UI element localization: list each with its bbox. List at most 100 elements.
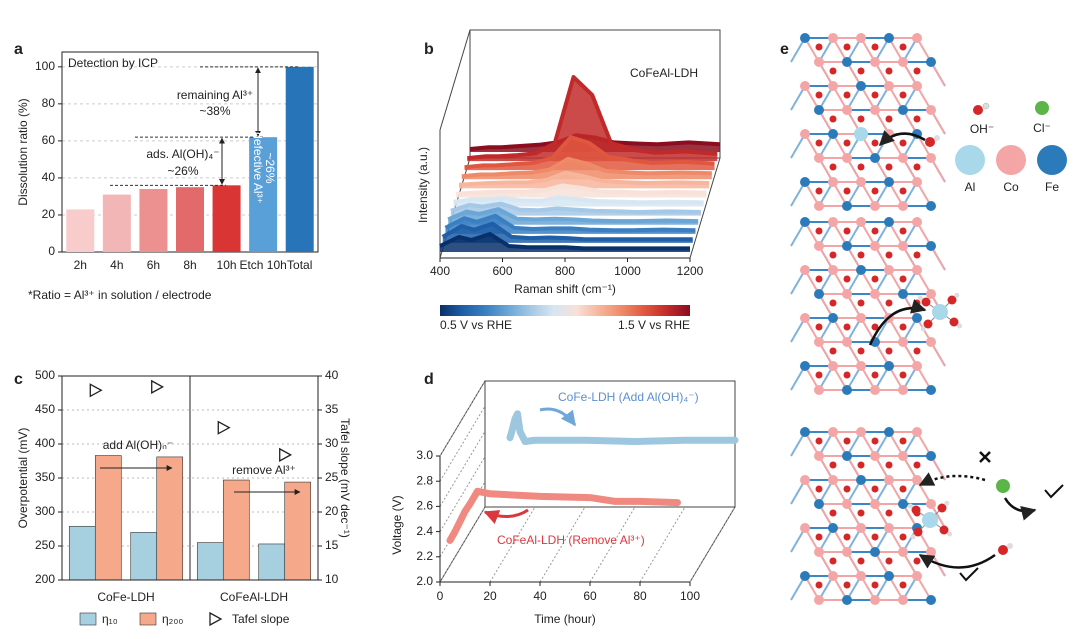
legend-label: Co bbox=[1003, 180, 1019, 194]
y-tick-label: 450 bbox=[35, 402, 55, 416]
y-tick-label: 400 bbox=[35, 436, 55, 450]
h-atom bbox=[910, 534, 916, 540]
x-tick-label: 600 bbox=[492, 264, 512, 278]
voltage-line bbox=[506, 410, 739, 445]
legend-swatch bbox=[139, 612, 157, 626]
legend-oh bbox=[973, 105, 983, 115]
panel-label: e bbox=[780, 41, 789, 58]
oxygen-atom bbox=[857, 461, 865, 469]
metal-atom bbox=[912, 217, 922, 227]
oxygen-atom bbox=[885, 251, 893, 259]
metal-atom bbox=[828, 313, 838, 323]
footnote: *Ratio = Al³⁺ in solution / electrode bbox=[28, 288, 212, 302]
oxygen-atom bbox=[885, 163, 893, 171]
metal-atom bbox=[842, 289, 852, 299]
annotation: ads. Al(OH)₄⁻ bbox=[146, 147, 219, 161]
oxygen-atom bbox=[885, 115, 893, 123]
x-tick-label: 60 bbox=[583, 589, 597, 603]
metal-atom bbox=[898, 385, 908, 395]
oxygen-atom bbox=[871, 533, 879, 541]
y-tick-label: 40 bbox=[42, 170, 56, 184]
oxygen-atom bbox=[815, 485, 823, 493]
grid-line bbox=[539, 506, 586, 583]
metal-atom bbox=[884, 427, 894, 437]
metal-atom bbox=[842, 105, 852, 115]
spectrum-fill bbox=[467, 77, 718, 162]
bar bbox=[258, 543, 286, 581]
y2-tick-label: 20 bbox=[325, 504, 339, 518]
oxygen-atom bbox=[843, 227, 851, 235]
metal-atom bbox=[898, 451, 908, 461]
oxygen-atom bbox=[885, 67, 893, 75]
metal-atom bbox=[800, 217, 810, 227]
x-tick-label: 400 bbox=[430, 264, 450, 278]
oxygen-atom bbox=[815, 323, 823, 331]
legend-h bbox=[982, 102, 990, 110]
x-tick-label: 80 bbox=[633, 589, 647, 603]
plot-frame bbox=[61, 375, 319, 581]
legend-label: Cl⁻ bbox=[1033, 121, 1051, 135]
check bbox=[1044, 484, 1064, 499]
oxygen-atom bbox=[899, 43, 907, 51]
oxygen-atom bbox=[815, 227, 823, 235]
spectrum-fill bbox=[440, 234, 690, 252]
metal-atom bbox=[884, 33, 894, 43]
oxygen-atom bbox=[871, 581, 879, 589]
metal-atom bbox=[898, 337, 908, 347]
legend-marker bbox=[209, 611, 223, 627]
colorbar-label: 0.5 V vs RHE bbox=[440, 318, 512, 332]
grid-line bbox=[439, 405, 486, 482]
y-tick-label: 2.8 bbox=[416, 473, 433, 487]
h-atom bbox=[907, 503, 913, 509]
oxygen-atom bbox=[857, 163, 865, 171]
metal-atom bbox=[814, 289, 824, 299]
metal-atom bbox=[884, 361, 894, 371]
x-axis-label: Time (hour) bbox=[534, 612, 596, 626]
oxygen-atom bbox=[815, 139, 823, 147]
oxygen-atom bbox=[815, 581, 823, 589]
y-tick-label: 350 bbox=[35, 470, 55, 484]
y-tick-label: 0 bbox=[48, 244, 55, 258]
metal-atom bbox=[912, 475, 922, 485]
h-atom bbox=[1007, 543, 1013, 549]
panel-label: c bbox=[14, 371, 23, 388]
metal-atom bbox=[884, 265, 894, 275]
oxygen-atom bbox=[899, 227, 907, 235]
h-atom bbox=[947, 531, 953, 537]
metal-atom bbox=[912, 571, 922, 581]
bar bbox=[284, 481, 312, 581]
series-label: CoFeAl-LDH (Remove Al³⁺) bbox=[497, 533, 645, 547]
metal-atom bbox=[856, 571, 866, 581]
y2-tick-label: 15 bbox=[325, 538, 339, 552]
oxygen-atom bbox=[815, 43, 823, 51]
oxygen-atom bbox=[857, 251, 865, 259]
oxygen-atom bbox=[829, 163, 837, 171]
x-tick-label: Etch 10h bbox=[239, 258, 286, 272]
metal-atom bbox=[884, 217, 894, 227]
metal-atom bbox=[912, 361, 922, 371]
metal-atom bbox=[856, 523, 866, 533]
oxygen-atom bbox=[871, 323, 879, 331]
metal-atom bbox=[870, 289, 880, 299]
metal-atom bbox=[814, 105, 824, 115]
bar bbox=[94, 455, 122, 581]
h-atom bbox=[920, 326, 926, 332]
oxygen-atom bbox=[885, 509, 893, 517]
spectrum-line bbox=[456, 183, 707, 196]
y-tick-label: 100 bbox=[35, 59, 55, 73]
metal-atom bbox=[814, 451, 824, 461]
metal-atom bbox=[814, 241, 824, 251]
metal-atom bbox=[898, 201, 908, 211]
metal-atom bbox=[842, 595, 852, 605]
x-tick-label: CoFe-LDH bbox=[97, 590, 154, 604]
x-tick-label: 100 bbox=[680, 589, 700, 603]
oxygen-atom bbox=[829, 461, 837, 469]
metal-atom bbox=[800, 361, 810, 371]
y-axis-label: Overpotential (mV) bbox=[16, 428, 30, 529]
y-tick-label: 2.6 bbox=[416, 499, 433, 513]
metal-atom bbox=[884, 571, 894, 581]
metal-atom bbox=[870, 201, 880, 211]
legend-label: Tafel slope bbox=[232, 612, 290, 626]
metal-atom bbox=[800, 427, 810, 437]
oxygen-atom bbox=[829, 299, 837, 307]
